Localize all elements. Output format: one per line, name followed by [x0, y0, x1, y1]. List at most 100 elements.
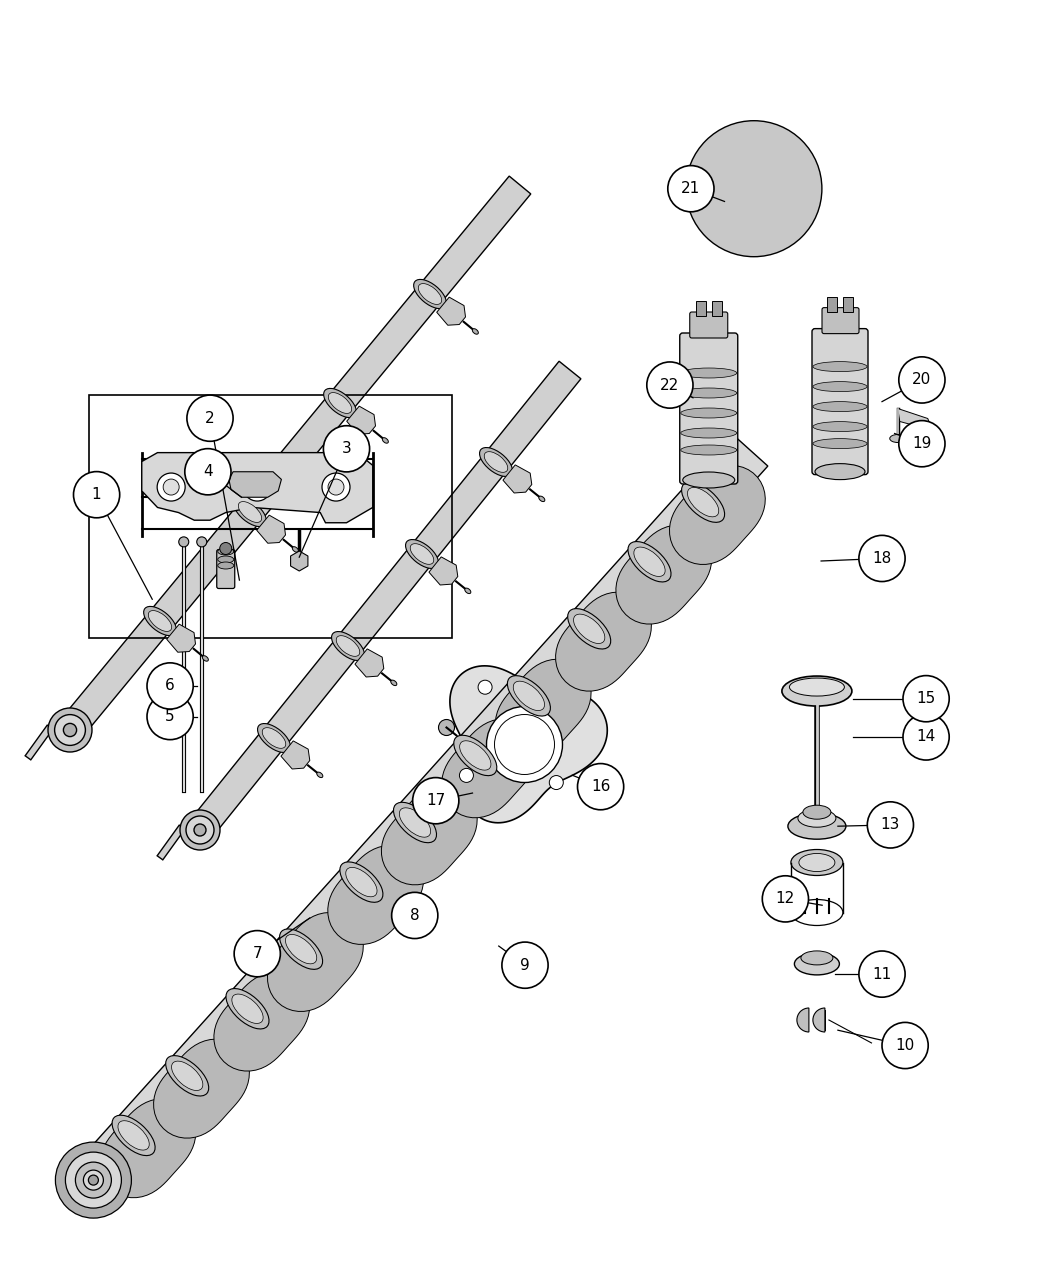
Ellipse shape	[813, 402, 867, 412]
Polygon shape	[437, 297, 465, 325]
Circle shape	[762, 876, 808, 922]
Text: 12: 12	[776, 891, 795, 907]
Circle shape	[48, 708, 92, 752]
Polygon shape	[214, 972, 310, 1071]
Circle shape	[147, 663, 193, 709]
Ellipse shape	[144, 607, 176, 636]
Circle shape	[859, 951, 905, 997]
Ellipse shape	[257, 723, 291, 752]
Ellipse shape	[399, 808, 430, 838]
Polygon shape	[142, 453, 373, 523]
Text: 19: 19	[912, 436, 931, 451]
Circle shape	[158, 473, 185, 501]
Circle shape	[502, 942, 548, 988]
Polygon shape	[256, 515, 286, 543]
Text: 8: 8	[410, 908, 420, 923]
Ellipse shape	[391, 680, 397, 686]
Circle shape	[63, 723, 77, 737]
Circle shape	[65, 1153, 122, 1209]
Polygon shape	[381, 785, 477, 885]
Ellipse shape	[112, 1116, 155, 1155]
Circle shape	[686, 121, 822, 256]
Text: 7: 7	[252, 946, 262, 961]
Ellipse shape	[171, 1061, 203, 1090]
Circle shape	[714, 149, 794, 228]
Circle shape	[55, 714, 85, 746]
Ellipse shape	[262, 728, 286, 748]
Polygon shape	[59, 176, 531, 740]
Text: 4: 4	[203, 464, 213, 479]
Ellipse shape	[329, 393, 352, 413]
Ellipse shape	[573, 615, 605, 644]
Ellipse shape	[411, 543, 434, 565]
Circle shape	[486, 706, 563, 783]
Text: 9: 9	[520, 958, 530, 973]
Text: 13: 13	[881, 817, 900, 833]
Circle shape	[187, 395, 233, 441]
Polygon shape	[429, 557, 458, 585]
Circle shape	[76, 1162, 111, 1198]
Ellipse shape	[332, 631, 364, 660]
Circle shape	[439, 719, 455, 736]
Text: 18: 18	[873, 551, 891, 566]
Ellipse shape	[815, 464, 865, 479]
Ellipse shape	[203, 655, 208, 662]
Polygon shape	[442, 719, 538, 817]
Text: 2: 2	[205, 411, 215, 426]
Ellipse shape	[460, 741, 491, 770]
Ellipse shape	[292, 547, 298, 552]
Circle shape	[163, 479, 180, 495]
FancyBboxPatch shape	[827, 297, 837, 311]
Ellipse shape	[799, 853, 835, 872]
Text: 22: 22	[660, 377, 679, 393]
Text: 6: 6	[165, 678, 175, 694]
Circle shape	[185, 449, 231, 495]
Circle shape	[859, 536, 905, 581]
Ellipse shape	[118, 1121, 149, 1150]
Circle shape	[699, 134, 808, 244]
Circle shape	[549, 775, 563, 789]
Text: 15: 15	[917, 691, 936, 706]
Text: 17: 17	[426, 793, 445, 808]
Ellipse shape	[791, 849, 843, 876]
FancyBboxPatch shape	[812, 329, 868, 474]
Circle shape	[219, 542, 232, 555]
Ellipse shape	[682, 472, 735, 488]
Ellipse shape	[484, 451, 508, 472]
Ellipse shape	[790, 678, 844, 696]
Circle shape	[729, 163, 779, 214]
Ellipse shape	[801, 951, 833, 965]
Ellipse shape	[803, 806, 831, 820]
Ellipse shape	[234, 497, 267, 527]
Circle shape	[392, 892, 438, 938]
Ellipse shape	[680, 368, 737, 377]
Ellipse shape	[279, 929, 322, 969]
Ellipse shape	[681, 482, 724, 523]
Ellipse shape	[480, 448, 512, 477]
Circle shape	[322, 473, 350, 501]
Ellipse shape	[813, 362, 867, 371]
FancyBboxPatch shape	[712, 301, 721, 316]
Ellipse shape	[382, 437, 388, 444]
Ellipse shape	[454, 736, 497, 775]
Polygon shape	[167, 625, 195, 653]
Circle shape	[74, 472, 120, 518]
Circle shape	[647, 362, 693, 408]
Ellipse shape	[634, 547, 665, 576]
Ellipse shape	[798, 810, 836, 827]
Ellipse shape	[232, 994, 264, 1024]
Circle shape	[83, 1170, 103, 1190]
Polygon shape	[503, 465, 531, 493]
Circle shape	[899, 421, 945, 467]
Circle shape	[328, 479, 344, 495]
Polygon shape	[496, 659, 591, 759]
Polygon shape	[268, 913, 363, 1011]
Circle shape	[234, 931, 280, 977]
Circle shape	[413, 778, 459, 824]
Ellipse shape	[345, 867, 377, 896]
Polygon shape	[449, 666, 607, 822]
Ellipse shape	[680, 388, 737, 398]
Polygon shape	[328, 845, 423, 945]
Ellipse shape	[889, 435, 906, 442]
Text: 1: 1	[91, 487, 102, 502]
